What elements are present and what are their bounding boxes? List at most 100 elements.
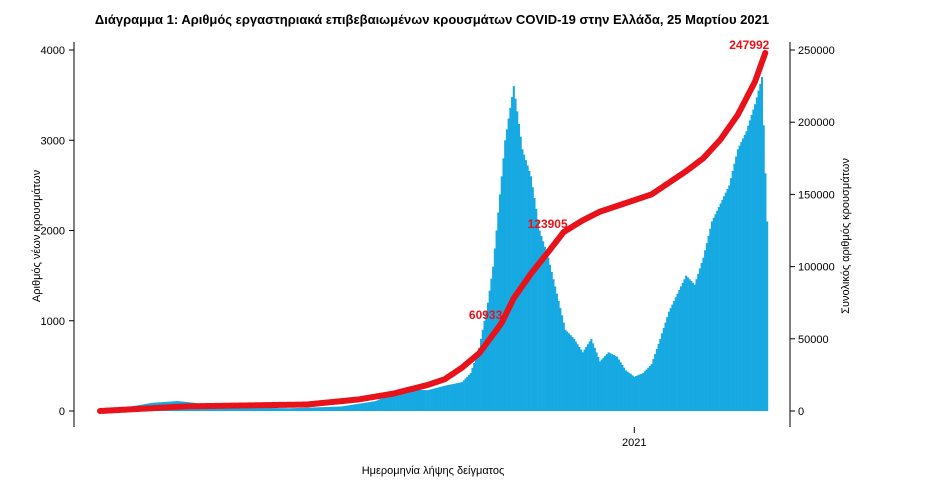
bar [538,230,541,411]
bar [609,353,612,411]
bar [607,352,610,411]
bar [361,403,364,411]
bar [612,355,615,411]
bar [669,308,672,411]
bar [576,344,579,411]
bar [461,382,464,411]
right-axis-label: Συνολικός αριθμός κρουσμάτων [840,158,852,314]
bar [507,118,510,411]
bar [502,158,505,411]
bar [757,90,760,412]
bar [347,405,350,411]
bar [250,407,253,411]
bar [705,243,708,411]
bar [712,217,715,411]
bar [738,145,741,412]
bar [667,311,670,411]
bar [514,98,517,412]
bar [517,124,521,411]
bar [533,198,536,411]
bar [695,279,698,411]
bar [486,302,489,411]
bar [397,391,400,411]
bar [316,407,319,411]
bar [702,257,705,411]
bar [728,185,731,412]
bar [598,361,602,411]
bar [481,329,484,411]
bar [374,401,377,411]
bar [359,403,362,411]
bar [385,396,388,411]
bar [438,387,441,411]
bar [550,272,553,411]
bar [707,235,710,411]
bar [352,404,355,411]
bar [693,284,696,411]
right-tick-label: 200000 [798,117,835,129]
bar [231,407,234,411]
bar [648,365,652,412]
bar [433,388,436,411]
bar [635,375,638,411]
bar [759,83,762,411]
bar [469,373,472,411]
bar [574,341,577,411]
bar [710,221,714,411]
bar [371,401,374,411]
bar [545,252,548,411]
bar [281,408,284,411]
bar [602,357,605,411]
bar [743,134,746,411]
bar [399,391,402,411]
bar [519,136,522,411]
value-annotation: 123905 [528,217,568,231]
left-axis-ticks: 0 1000 2000 3000 4000 [41,45,74,418]
bar [509,107,512,411]
bar [350,404,353,411]
bar [586,344,589,411]
bar [426,390,429,411]
bar [671,304,674,411]
bar [700,262,703,411]
bar [237,407,240,411]
bar [473,362,476,411]
bar [462,380,465,411]
bar [440,386,443,411]
bar [311,407,314,411]
bar [692,282,695,411]
bar [750,114,753,411]
bar [340,406,343,411]
bar [435,387,438,411]
bar [369,401,372,411]
bar [762,125,765,412]
bar [449,384,452,411]
bar [536,219,539,411]
bar [488,290,491,411]
bar [402,390,405,411]
bar [614,355,617,411]
bar [290,408,293,411]
bar [662,327,665,411]
bar [355,404,359,411]
bar [411,389,414,411]
bar [471,368,474,411]
bar [259,407,262,411]
bar [697,273,700,411]
bar [466,376,469,411]
bar [459,382,462,411]
bar [578,346,581,411]
bar [266,408,269,411]
bar [292,408,295,411]
bar [357,403,360,411]
bar [505,129,508,412]
bar [567,333,570,411]
bar [495,230,498,411]
bar [293,408,296,411]
bar [323,407,326,411]
bar [686,277,689,411]
bar [428,389,431,411]
bar [664,322,667,411]
bar [300,407,303,411]
bar [252,407,255,411]
